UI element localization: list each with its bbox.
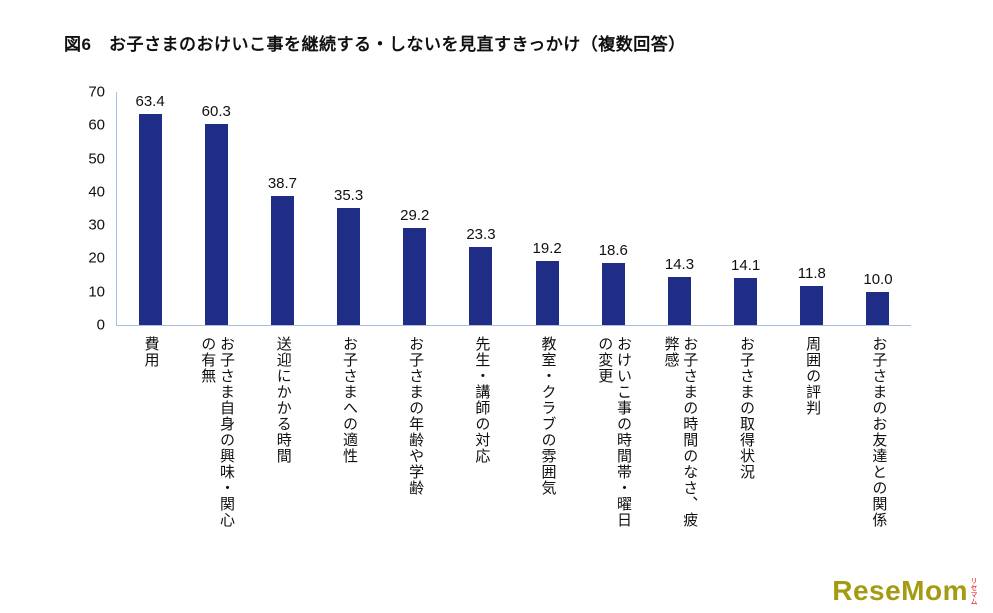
bar-column: 11.8	[779, 92, 845, 325]
resemom-logo-text: ReseMom	[832, 575, 968, 606]
bar-value-label: 29.2	[400, 206, 430, 224]
bar	[337, 207, 361, 325]
bar	[734, 278, 758, 325]
category-label-cell: 費用	[117, 336, 183, 528]
bar	[800, 285, 824, 325]
bar	[469, 247, 493, 325]
bar-value-label: 35.3	[334, 186, 364, 204]
category-label: 周囲の評判	[804, 336, 822, 416]
category-label: 教室・クラブの雰囲気	[539, 336, 557, 496]
bar-column: 63.4	[117, 92, 183, 325]
bar-column: 14.1	[713, 92, 779, 325]
category-label-cell: お子さま自身の興味・関心の有無	[183, 336, 249, 528]
bar-value-label: 14.1	[731, 257, 761, 275]
category-label: 費用	[142, 336, 160, 368]
y-axis-tick-label: 40	[88, 183, 105, 201]
bar	[667, 277, 691, 325]
resemom-logo: ReseMom リセマム	[832, 575, 977, 606]
bar	[204, 124, 228, 325]
bar-column: 60.3	[183, 92, 249, 325]
bar-value-label: 10.0	[863, 270, 893, 288]
bar-column: 23.3	[448, 92, 514, 325]
bar	[270, 196, 294, 325]
bar-column: 29.2	[382, 92, 448, 325]
bar-column: 18.6	[580, 92, 646, 325]
bar-value-label: 18.6	[598, 242, 628, 260]
bar-column: 19.2	[514, 92, 580, 325]
plot-area: 0 10 20 30 40 50 60 70 費用 お子さま自身の興味・関心の有無 送迎にかかる時…	[88, 85, 911, 528]
y-axis-tick-label: 20	[88, 249, 105, 267]
bar-value-label: 38.7	[267, 175, 298, 193]
x-axis-category-labels: 費用 お子さま自身の興味・関心の有無 送迎にかかる時間 お子さまへの適性 お子さまの年齢…	[117, 326, 911, 528]
category-label-cell: 送迎にかかる時間	[249, 336, 315, 528]
category-label-cell: お子さまへの適性	[316, 336, 382, 528]
category-label: 送迎にかかる時間	[274, 336, 292, 464]
bar	[866, 291, 890, 325]
bar-column: 14.3	[646, 92, 712, 325]
category-label-cell: お子さまのお友達との関係	[845, 336, 911, 528]
category-label: お子さまの年齢や学齢	[407, 336, 425, 496]
chart-title: 図6 お子さまのおけいこ事を継続する・しないを見直すきっかけ（複数回答）	[64, 35, 686, 54]
category-label: お子さまの時間のなさ、疲弊感	[662, 336, 699, 528]
y-axis-tick-label: 30	[88, 216, 105, 234]
category-label-cell: お子さまの取得状況	[713, 336, 779, 528]
y-axis-tick-label: 60	[88, 116, 105, 134]
category-label-cell: 教室・クラブの雰囲気	[514, 336, 580, 528]
bar-column: 10.0	[845, 92, 911, 325]
bar-value-label: 11.8	[797, 264, 826, 282]
bar-column: 38.7	[249, 92, 315, 325]
y-axis-tick-label: 10	[88, 283, 105, 301]
category-label-cell: 周囲の評判	[779, 336, 845, 528]
category-label-cell: お子さまの年齢や学齢	[382, 336, 448, 528]
bar	[535, 261, 559, 325]
category-label: お子さまへの適性	[340, 336, 358, 464]
category-label-cell: お子さまの時間のなさ、疲弊感	[646, 336, 712, 528]
y-axis-tick-label: 0	[96, 316, 105, 334]
category-label: おけいこ事の時間帯・曜日の変更	[596, 336, 633, 528]
bar-value-label: 60.3	[201, 103, 231, 121]
bar	[403, 227, 427, 325]
bar-column: 35.3	[316, 92, 382, 325]
y-axis-tick-label: 70	[88, 83, 105, 101]
category-label: 先生・講師の対応	[473, 336, 491, 464]
category-label: お子さま自身の興味・関心の有無	[199, 336, 235, 528]
bar-value-label: 14.3	[664, 256, 695, 274]
category-label-cell: 先生・講師の対応	[448, 336, 514, 528]
bar-value-label: 63.4	[135, 92, 165, 110]
category-label: お子さまの取得状況	[738, 336, 755, 480]
y-axis: 0 10 20 30 40 50 60 70	[71, 85, 117, 333]
bar	[138, 113, 162, 325]
bar-value-label: 19.2	[532, 240, 562, 258]
y-axis-tick-label: 50	[88, 150, 105, 168]
bar-value-label: 23.3	[466, 226, 496, 244]
category-label: お子さまのお友達との関係	[870, 336, 888, 528]
bar	[601, 263, 625, 325]
resemom-logo-subtext: リセマム	[970, 577, 977, 605]
category-label-cell: おけいこ事の時間帯・曜日の変更	[580, 336, 646, 528]
